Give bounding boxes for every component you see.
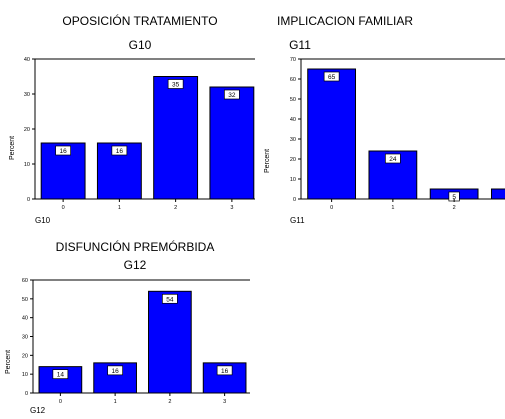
x-tick-label: 3	[230, 205, 233, 210]
data-label: 24	[389, 156, 397, 163]
data-label-box	[385, 153, 401, 164]
bar	[38, 366, 83, 394]
y-tick-label: 30	[22, 335, 28, 341]
y-tick-label: 0	[25, 391, 28, 397]
y-tick-label: 40	[290, 117, 296, 123]
y-tick-label: 60	[290, 77, 296, 83]
y-tick-label: 10	[22, 372, 28, 378]
chart-subtitle: G12	[123, 258, 147, 272]
y-tick-label: 60	[22, 278, 28, 284]
data-label-box	[107, 365, 123, 376]
data-label: 16	[116, 148, 124, 155]
x-tick-label: 2	[174, 205, 177, 210]
y-axis-label: Percent	[264, 149, 271, 173]
chart-title: IMPLICACION FAMILIAR	[276, 14, 414, 28]
plot-frame	[300, 58, 505, 200]
x-tick-label: 1	[114, 399, 117, 405]
y-tick-label: 30	[24, 92, 30, 98]
x-variable-label: G12	[30, 406, 46, 415]
data-label: 65	[328, 74, 336, 81]
y-tick-label: 40	[22, 316, 28, 322]
y-tick-label: 20	[290, 157, 296, 163]
bar	[148, 290, 192, 394]
data-label: 32	[228, 92, 236, 99]
bar	[96, 142, 142, 200]
x-tick-label: 2	[168, 399, 171, 405]
x-tick-label: 0	[59, 399, 62, 405]
y-tick-label: 70	[290, 57, 296, 63]
x-tick-label: 1	[118, 205, 121, 210]
data-label-box	[167, 79, 184, 89]
y-axis-label: Percent	[5, 350, 12, 374]
chart-title: OPOSICIÓN TRATAMIENTO	[62, 14, 218, 28]
data-label-box	[52, 369, 69, 379]
bar	[490, 188, 505, 200]
data-label-box	[323, 71, 340, 82]
y-tick-label: 40	[24, 57, 30, 63]
x-tick-label: 0	[62, 205, 65, 210]
y-tick-label: 10	[290, 177, 296, 183]
y-tick-label: 10	[24, 162, 30, 168]
x-tick-label: 0	[330, 205, 333, 210]
y-tick-label: 50	[290, 97, 296, 103]
bar-chart-g11: 010203040506070Percent6502415253	[264, 57, 505, 210]
chart-subtitle: G11	[289, 38, 311, 52]
y-tick-label: 0	[27, 197, 30, 203]
x-tick-label: 3	[223, 399, 226, 405]
x-variable-label: G10	[35, 216, 51, 225]
bar-chart-g10: 0 10 20 30 40 Percent 16 0 16 1 35 2 32 3	[9, 57, 255, 210]
y-tick-label: 30	[290, 137, 296, 143]
data-label: 16	[60, 148, 68, 155]
data-label: 16	[112, 368, 120, 375]
data-label: 35	[172, 82, 180, 89]
bar	[153, 76, 199, 200]
y-axis-label: Percent	[9, 136, 16, 160]
y-tick-label: 50	[22, 297, 28, 303]
data-label-box	[111, 145, 128, 156]
x-variable-label: G11	[290, 216, 305, 225]
chart-title: DISFUNCIÓN PREMÓRBIDA	[55, 240, 215, 254]
y-tick-label: 0	[293, 197, 296, 203]
y-tick-label: 20	[22, 353, 28, 359]
data-label: 14	[57, 372, 65, 379]
data-label-box	[224, 89, 240, 100]
data-label-box	[55, 145, 71, 156]
bar	[307, 68, 357, 200]
chart-subtitle: G10	[128, 38, 152, 52]
data-label-box	[216, 365, 233, 376]
data-label-box	[162, 293, 178, 304]
y-tick-label: 20	[24, 127, 30, 133]
bar	[209, 86, 255, 200]
x-tick-label: 1	[391, 205, 394, 210]
x-tick-label: 2	[453, 205, 456, 210]
bar-chart-g12: 0 10 20 30 40 50 60 Percent 14 0 16 1 54 2 16 3	[5, 278, 250, 405]
data-label: 16	[221, 368, 229, 375]
data-label: 5	[452, 194, 456, 201]
data-label: 54	[166, 296, 174, 303]
